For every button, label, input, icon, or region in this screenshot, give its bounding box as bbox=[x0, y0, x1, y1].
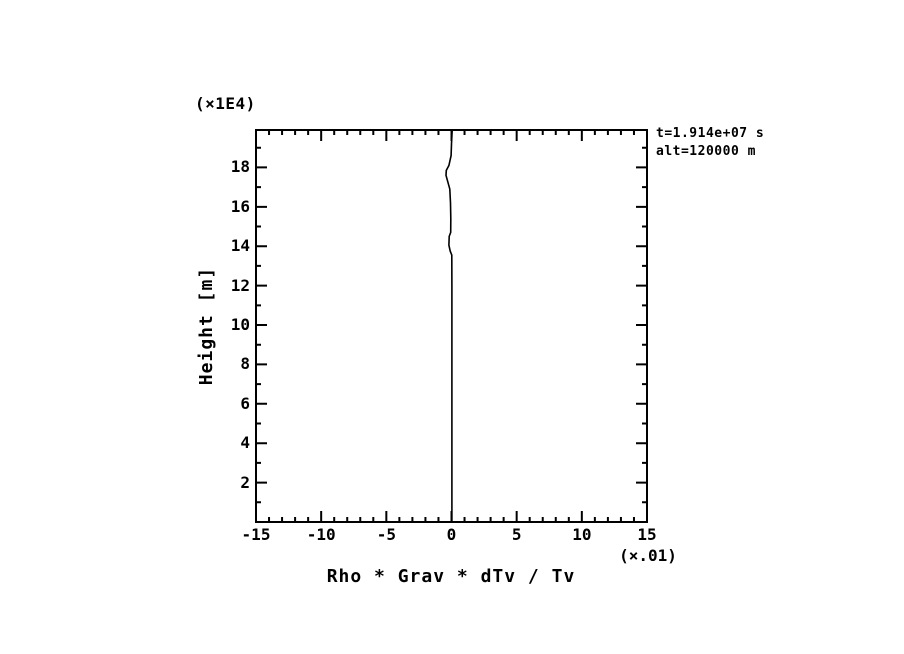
y-tick-label: 4 bbox=[240, 433, 250, 453]
axis-ticks bbox=[255, 130, 648, 522]
x-tick-label: -15 bbox=[241, 525, 271, 544]
x-tick-label: 5 bbox=[511, 525, 522, 544]
x-axis-title: Rho * Grav * dTv / Tv bbox=[326, 566, 576, 587]
x-tick-label: -5 bbox=[376, 525, 396, 544]
annotation-time: t=1.914e+07 s bbox=[656, 126, 765, 141]
data-line bbox=[445, 129, 453, 522]
y-tick-label: 2 bbox=[240, 472, 250, 492]
y-tick-label: 12 bbox=[230, 275, 250, 295]
y-tick-label: 16 bbox=[230, 196, 250, 216]
y-axis-title: Height [m] bbox=[196, 266, 217, 386]
x-tick-label: 10 bbox=[572, 525, 592, 544]
annotation-block: t=1.914e+07 s alt=120000 m bbox=[656, 125, 764, 161]
y-tick-label: 18 bbox=[230, 157, 250, 177]
y-tick-label: 8 bbox=[240, 354, 250, 374]
x-axis-unit-label: (×.01) bbox=[619, 546, 677, 565]
y-tick-label: 10 bbox=[230, 315, 250, 334]
y-tick-label: 14 bbox=[230, 236, 250, 256]
x-tick-label: 15 bbox=[637, 525, 657, 544]
series-rho-grav-dTv-over-Tv-profile bbox=[445, 129, 453, 522]
x-tick-label: 0 bbox=[446, 525, 457, 544]
annotation-altitude: alt=120000 m bbox=[656, 144, 756, 159]
y-tick-label: 6 bbox=[240, 393, 250, 413]
x-tick-label: -10 bbox=[306, 525, 336, 544]
y-axis-unit-label: (×1E4) bbox=[195, 94, 256, 113]
